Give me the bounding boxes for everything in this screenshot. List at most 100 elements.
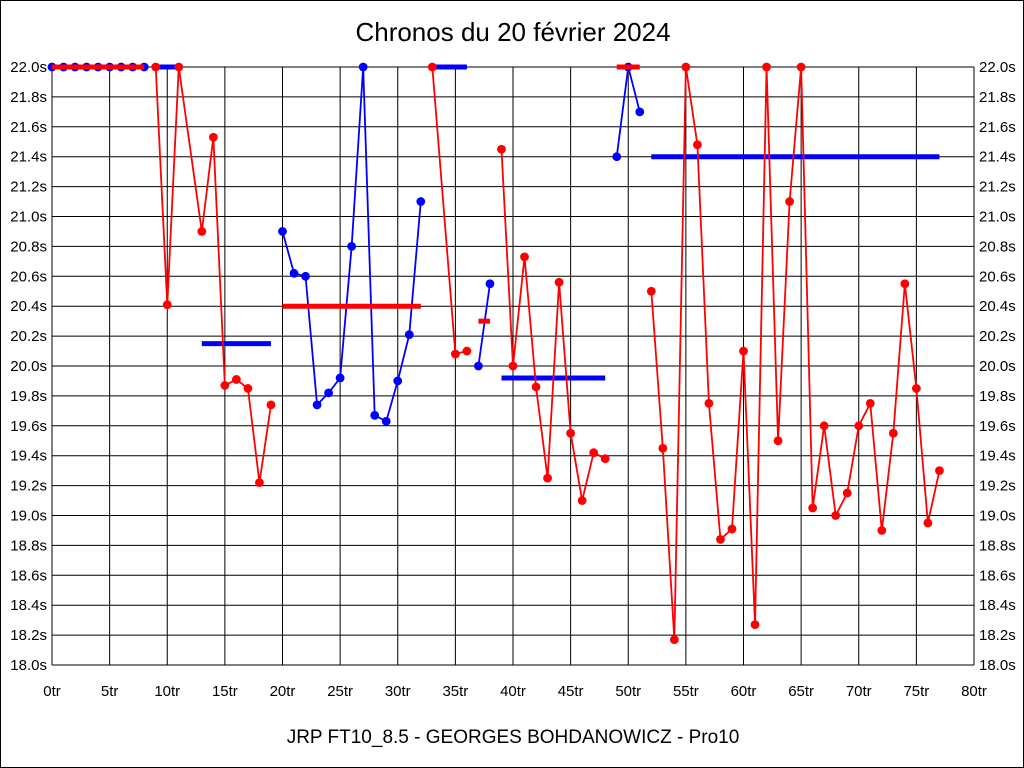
data-point-marker (785, 197, 794, 206)
x-axis-tick-label: 30tr (385, 683, 411, 700)
data-point-marker (681, 62, 691, 72)
data-point-marker (900, 279, 910, 289)
data-point-marker (646, 286, 656, 296)
x-axis-tick-label: 60tr (731, 683, 757, 700)
data-point-marker (589, 448, 599, 458)
x-axis-tick-label: 70tr (846, 683, 872, 700)
y-axis-tick-label-left: 20.4s (10, 298, 47, 315)
y-axis-tick-label-left: 20.2s (10, 328, 47, 345)
x-axis-tick-label: 55tr (673, 683, 699, 700)
x-axis-tick-label: 75tr (903, 683, 929, 700)
data-point-marker (485, 279, 495, 289)
data-point-marker (543, 473, 552, 483)
data-point-marker (324, 388, 333, 398)
data-point-marker (151, 62, 161, 72)
y-axis-tick-label-left: 19.8s (10, 388, 47, 405)
data-point-marker (255, 478, 264, 488)
y-axis-tick-label-left: 21.0s (10, 209, 47, 226)
data-point-marker (935, 466, 944, 476)
blue-average-bars (155, 64, 940, 381)
y-axis-tick-label-right: 20.0s (979, 358, 1016, 375)
data-point-marker (312, 400, 322, 410)
x-axis-tick-label: 25tr (327, 683, 353, 700)
x-axis-tick-label: 65tr (788, 683, 814, 700)
data-point-marker (220, 381, 230, 390)
data-point-marker (174, 62, 184, 72)
data-point-marker (508, 361, 518, 371)
data-point-marker (658, 443, 668, 453)
axis-labels: 18.0s 18.0s 18.2s 18.2s 18.4s 18.4s 18.6s 18.6s… (10, 59, 1015, 700)
data-point-marker (831, 511, 841, 520)
data-point-marker (762, 62, 771, 72)
data-point-marker (404, 330, 414, 340)
data-point-marker (197, 227, 207, 236)
data-point-marker (911, 384, 921, 393)
red-series-line (431, 66, 468, 356)
y-axis-tick-label-left: 22.0s (10, 59, 47, 76)
data-point-marker (520, 252, 529, 262)
x-axis-tick-label: 20tr (270, 683, 296, 700)
y-axis-tick-label-right: 21.4s (979, 149, 1016, 166)
data-point-marker (358, 62, 368, 72)
data-point-marker (877, 526, 887, 535)
y-axis-tick-label-right: 18.6s (979, 567, 1016, 584)
data-point-marker (162, 300, 172, 310)
y-axis-tick-label-left: 19.0s (10, 508, 47, 525)
data-point-marker (808, 503, 818, 513)
y-axis-tick-label-left: 18.2s (10, 627, 47, 644)
data-point-marker (750, 620, 760, 630)
data-point-marker (716, 535, 725, 544)
data-point-marker (865, 398, 875, 408)
red-average-bars (52, 64, 640, 324)
y-axis-tick-label-left: 18.8s (10, 537, 47, 554)
y-axis-tick-label-right: 19.8s (979, 388, 1016, 405)
data-point-marker (381, 416, 391, 426)
data-point-marker (566, 428, 576, 438)
y-axis-tick-label-left: 18.0s (10, 657, 47, 674)
data-point-marker (888, 428, 898, 438)
x-axis-tick-label: 10tr (154, 683, 180, 700)
x-axis-tick-label: 80tr (961, 683, 987, 700)
data-point-marker (854, 421, 864, 431)
data-point-marker (427, 62, 437, 72)
data-point-marker (531, 382, 541, 392)
data-point-marker (842, 488, 852, 498)
data-point-marker (554, 277, 564, 287)
data-point-marker (635, 107, 645, 117)
y-axis-tick-label-right: 19.0s (979, 508, 1016, 525)
y-axis-tick-label-right: 20.4s (979, 298, 1016, 315)
y-axis-tick-label-left: 19.6s (10, 418, 47, 435)
y-axis-tick-label-right: 18.2s (979, 627, 1016, 644)
data-point-marker (450, 349, 460, 359)
blue-series-line (477, 283, 491, 367)
y-axis-tick-label-right: 19.6s (979, 418, 1016, 435)
red-series-line (650, 66, 941, 640)
data-point-marker (600, 454, 610, 464)
data-point-marker (289, 268, 299, 278)
data-point-marker (347, 242, 357, 251)
y-axis-tick-label-right: 22.0s (979, 59, 1016, 76)
red-series-group (151, 62, 944, 644)
data-point-marker (416, 197, 426, 206)
data-point-marker (243, 384, 253, 393)
y-axis-tick-label-right: 21.2s (979, 179, 1016, 196)
data-point-marker (393, 376, 403, 386)
x-axis-tick-label: 35tr (442, 683, 468, 700)
data-point-marker (301, 271, 310, 281)
data-point-marker (819, 421, 829, 431)
y-axis-tick-label-right: 18.8s (979, 537, 1016, 554)
y-axis-tick-label-right: 19.4s (979, 448, 1016, 465)
y-axis-tick-label-right: 20.8s (979, 238, 1016, 255)
data-point-marker (208, 132, 218, 142)
y-axis-tick-label-left: 18.4s (10, 597, 47, 614)
data-point-marker (923, 518, 933, 528)
data-point-marker (266, 400, 276, 410)
x-axis-tick-label: 0tr (43, 683, 61, 700)
x-axis-tick-label: 5tr (101, 683, 119, 700)
y-axis-tick-label-left: 20.8s (10, 238, 47, 255)
y-axis-tick-label-right: 19.2s (979, 478, 1016, 495)
data-point-marker (739, 346, 748, 356)
y-axis-tick-label-left: 21.8s (10, 89, 47, 106)
